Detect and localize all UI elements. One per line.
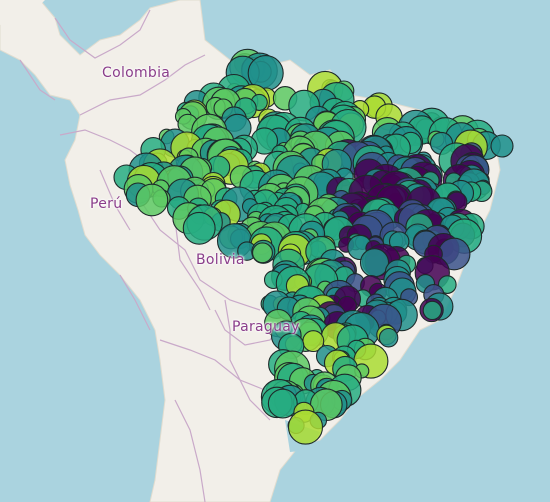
label-peru: Perú <box>90 196 123 212</box>
label-paraguay: Paraguay <box>232 319 300 335</box>
data-bubble[interactable] <box>437 275 457 294</box>
data-bubble[interactable] <box>252 242 273 264</box>
label-bolivia: Bolivia <box>196 252 245 268</box>
data-bubble[interactable] <box>287 409 324 445</box>
data-bubble[interactable] <box>359 248 390 278</box>
data-bubble[interactable] <box>182 211 216 245</box>
land-north <box>0 0 45 25</box>
data-bubble[interactable] <box>490 134 514 158</box>
label-colombia: Colombia <box>102 65 171 81</box>
data-bubble[interactable] <box>135 183 169 217</box>
data-bubble[interactable] <box>267 388 298 419</box>
data-bubble[interactable] <box>422 300 442 321</box>
country-borders <box>19 9 286 502</box>
data-bubble[interactable] <box>378 327 399 348</box>
